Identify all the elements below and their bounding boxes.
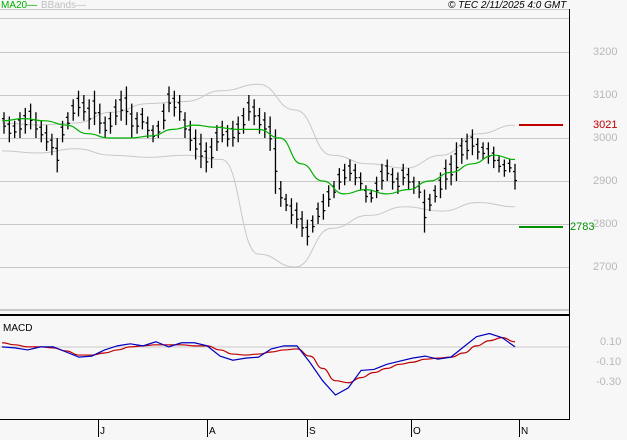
legend-ma20: MA20—: [1, 0, 38, 11]
bollinger-lower-band: [1, 148, 516, 268]
y-tick-2700: 2700: [593, 261, 618, 273]
x-tick-oct: O: [413, 426, 421, 437]
y-tick-2900: 2900: [593, 175, 618, 187]
macd-y-tick-neg0.30: -0.30: [596, 376, 622, 388]
x-tick-sep: S: [309, 426, 316, 437]
x-tick-nov: N: [521, 426, 529, 437]
macd-title: MACD: [3, 323, 33, 334]
macd-y-tick-neg0.10: -0.10: [596, 356, 622, 368]
y-tick-3100: 3100: [593, 89, 618, 101]
y-tick-3000: 3000: [593, 132, 618, 144]
y-tick-3200: 3200: [593, 46, 618, 58]
y-tick-2800: 2800: [593, 218, 618, 230]
support-label: 2783: [570, 221, 595, 233]
x-tick-jul: J: [100, 426, 105, 437]
copyright-timestamp: © TEC 2/11/2025 4:0 GMT: [448, 0, 567, 11]
x-tick-aug: A: [209, 426, 216, 437]
ma20-line: [1, 118, 516, 195]
macd-line: [1, 332, 516, 396]
legend-bbands: BBands—: [41, 0, 87, 11]
macd-y-tick-0.10: 0.10: [600, 336, 622, 348]
resistance-label: 3021: [593, 119, 618, 131]
x-axis-ticks: [98, 420, 520, 437]
macd-signal-line: [1, 337, 516, 384]
ohlc-bars: [2, 86, 517, 246]
